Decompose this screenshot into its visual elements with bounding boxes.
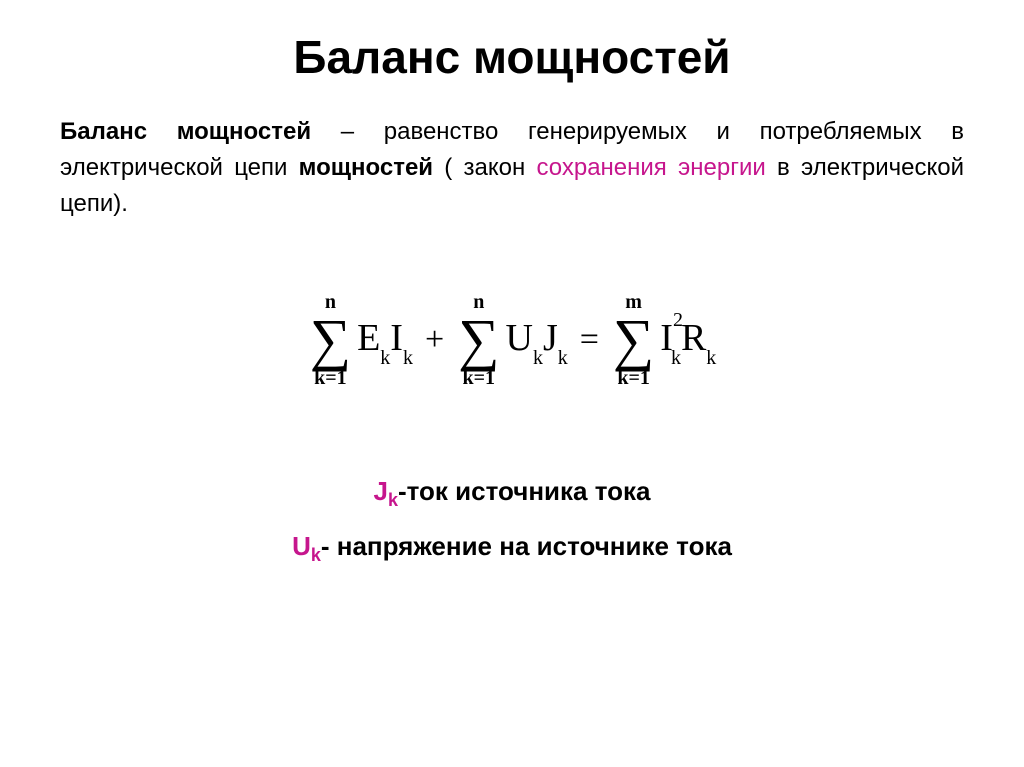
definition-paragraph: Баланс мощностей – равенство генерируемы… [60,114,964,222]
var-R: R [681,317,706,359]
sum-1-term: EkIk [357,316,413,365]
sum-1: n ∑ k=1 [310,292,351,388]
slide-title: Баланс мощностей [60,30,964,84]
def-text-2: ( закон [433,154,536,181]
sum-2-term: UkJk [505,316,567,365]
op-plus: + [425,321,444,359]
legend-2-symbol: Uk [292,531,321,561]
sum-3-lower: k=1 [617,368,650,388]
legend-row-2: Uk- напряжение на источнике тока [60,523,964,572]
legend-1-sym: J [374,476,388,506]
def-term: Баланс мощностей [60,118,311,145]
var-J-sub: k [558,347,568,369]
sum-1-lower: k=1 [314,368,347,388]
var-U: U [505,317,532,359]
var-R-sub: k [706,347,716,369]
legend-2-sub: k [311,545,321,565]
legend-row-1: Jk-ток источника тока [60,468,964,517]
formula-container: n ∑ k=1 EkIk + n ∑ k=1 UkJk = m ∑ k=1 [60,292,964,388]
sigma-icon: ∑ [613,314,654,366]
sum-3-term: I2kRk [660,316,716,365]
sigma-icon: ∑ [458,314,499,366]
def-accent: сохранения энергии [537,154,766,181]
var-E: E [357,317,380,359]
sum-2: n ∑ k=1 [458,292,499,388]
var-I: I [390,317,403,359]
legend-1-sub: k [388,490,398,510]
def-bold-2: мощностей [299,154,433,181]
var-J: J [543,317,558,359]
legend-1-symbol: Jk [374,476,398,506]
legend: Jk-ток источника тока Uk- напряжение на … [60,468,964,571]
op-equals: = [580,321,599,359]
slide: Баланс мощностей Баланс мощностей – раве… [0,0,1024,767]
var-E-sub: k [380,347,390,369]
var-U-sub: k [533,347,543,369]
var-I2-sup: 2 [673,309,683,331]
var-I-sub: k [403,347,413,369]
sum-3: m ∑ k=1 [613,292,654,388]
legend-2-text: - напряжение на источнике тока [321,531,732,561]
legend-2-sym: U [292,531,311,561]
sigma-icon: ∑ [310,314,351,366]
legend-1-text: -ток источника тока [398,476,650,506]
var-I2-sub: k [671,347,681,369]
power-balance-formula: n ∑ k=1 EkIk + n ∑ k=1 UkJk = m ∑ k=1 [306,292,719,388]
sum-2-lower: k=1 [463,368,496,388]
